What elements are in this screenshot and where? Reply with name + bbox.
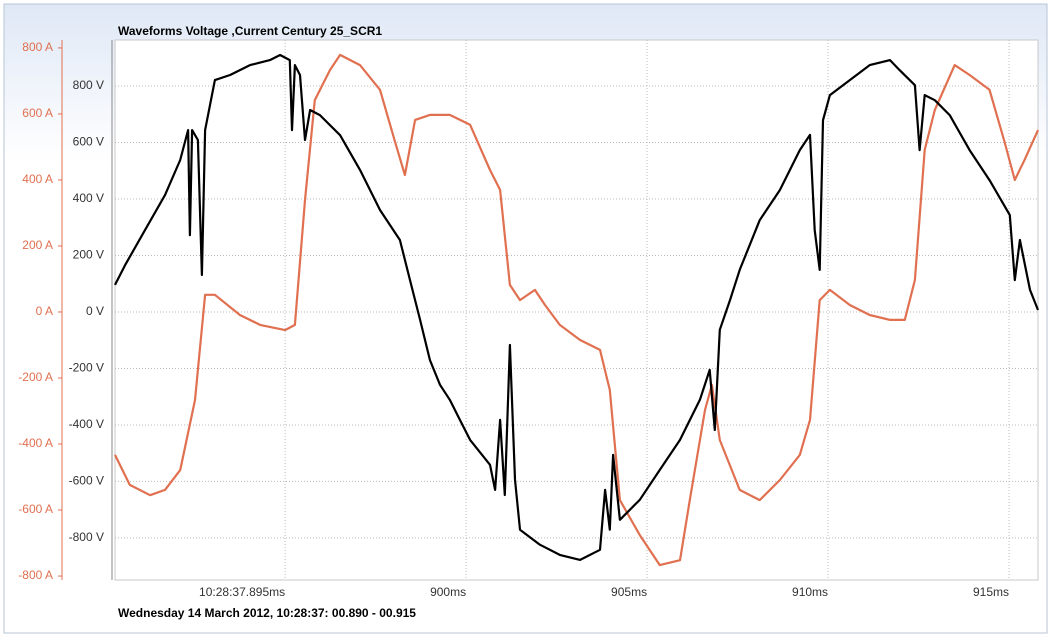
y2-tick-label: 800 V: [73, 78, 104, 92]
x-tick-label: 910ms: [792, 585, 828, 599]
y-tick-label: -400 A: [18, 436, 53, 450]
x-tick-label: 905ms: [611, 585, 647, 599]
y-tick-label: -200 A: [18, 370, 53, 384]
series-line: [114, 53, 1040, 561]
y2-tick-label: 400 V: [73, 191, 104, 205]
y2-tick-label: -600 V: [69, 474, 104, 488]
y2-tick-label: -200 V: [69, 361, 104, 375]
y-tick-label: 800 A: [22, 40, 53, 54]
y2-tick-label: -800 V: [69, 530, 104, 544]
y-tick-label: 0 A: [36, 304, 53, 318]
y2-tick-label: 200 V: [73, 248, 104, 262]
y-tick-label: -600 A: [18, 502, 53, 516]
y-tick-label: 600 A: [22, 106, 53, 120]
footer: Wednesday 14 March 2012, 10:28:37: 00.89…: [118, 606, 416, 620]
y-tick-label: -800 A: [18, 568, 53, 582]
y-tick-label: 200 A: [22, 238, 53, 252]
x-tick-label: 10:28:37.895ms: [199, 585, 285, 599]
plot-area: [114, 39, 1039, 581]
x-tick-label: 900ms: [430, 585, 466, 599]
series-line: [114, 53, 1040, 567]
y-tick-label: 400 A: [22, 172, 53, 186]
y2-tick-label: 0 V: [86, 304, 104, 318]
y2-tick-label: -400 V: [69, 417, 104, 431]
y2-tick-label: 600 V: [73, 135, 104, 149]
x-tick-label: 915ms: [973, 585, 1009, 599]
chart-title: Waveforms Voltage ,Current Century 25_SC…: [118, 24, 382, 38]
